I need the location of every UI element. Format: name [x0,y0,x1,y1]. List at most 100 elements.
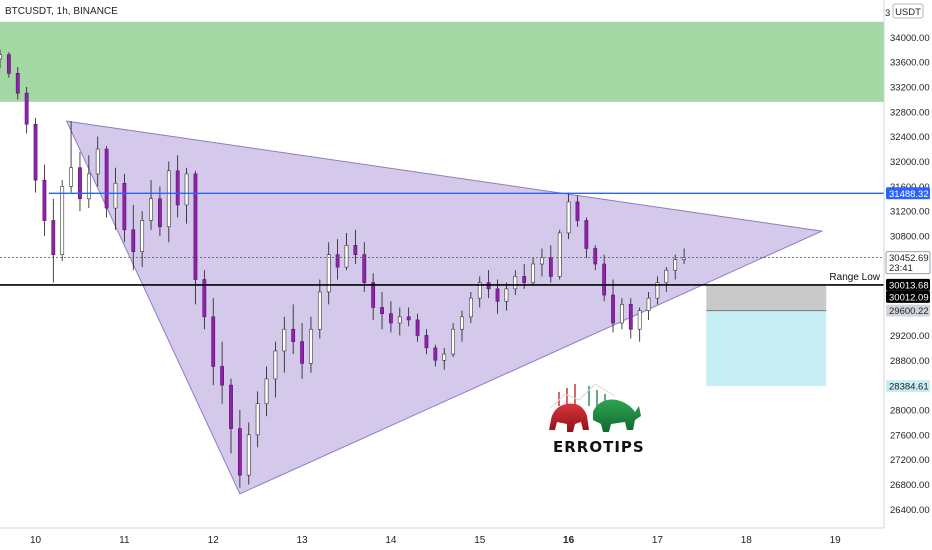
candle-body-down [122,182,127,231]
time-tick-label: 13 [297,535,309,546]
candle-body-down [300,341,304,364]
candle [158,186,162,237]
price-tick-label: 30800.00 [890,232,930,243]
candle [504,282,509,311]
candle-body-up [442,353,447,361]
candle-body-down [371,282,376,308]
candle-body-up [0,54,2,60]
candle [406,307,411,327]
candle-body-up [149,198,153,221]
candle [513,270,518,296]
candle [326,242,331,305]
currency-label[interactable]: USDT [895,7,921,18]
candle [95,136,100,187]
candle [60,180,65,261]
candle-body-up [246,434,251,476]
candle [628,298,633,339]
candle-body-up [344,245,349,268]
candle-body-down [353,245,358,255]
candle [264,366,269,417]
candle-body-down [220,366,225,386]
candle-body-up [557,232,562,277]
candle [131,204,136,271]
candle [0,49,2,69]
candle [202,270,207,330]
candle-body-down [628,304,633,330]
candle [584,217,589,258]
price-tick-label: 27600.00 [890,430,930,441]
price-badge-label: 29600.22 [889,306,929,317]
candle [548,245,553,283]
price-badge-label: 30013.68 [889,280,929,291]
candle [237,409,242,488]
candle-body-down [104,148,109,209]
time-axis[interactable]: 10 11 12 13 14 15 16 17 18 19 [0,527,932,550]
candle [353,229,358,264]
price-tick-label: 26800.00 [890,480,930,491]
candle [122,173,127,243]
candle-body-up [468,297,473,318]
candle-body-down [158,198,162,228]
candle [362,242,367,292]
candle [460,310,464,342]
candle-body-up [620,304,624,324]
price-tick-label: 28800.00 [890,356,930,367]
time-tick-label: 12 [208,535,220,546]
price-badge: 30012.09 [886,290,930,303]
candle-body-up [86,173,91,200]
price-tick-label: 34000.00 [890,33,930,44]
candle [655,276,660,305]
triangle-pattern [65,120,824,495]
candle [6,52,11,78]
candle [424,329,429,355]
currency-button[interactable] [892,3,924,19]
candle [415,313,420,342]
time-tick-label: 19 [830,535,842,546]
candle-body-down [593,248,598,265]
candle-body-down [237,428,242,476]
time-tick-label: 14 [385,535,397,546]
price-tick-label: 33600.00 [890,58,930,69]
position-target-zone [706,310,827,387]
time-tick-label: 18 [741,535,753,546]
candle [42,164,47,237]
candle [531,257,535,286]
candle-body-down [415,319,420,336]
candle-body-up [460,316,464,330]
candle-body-up [504,288,509,302]
candle [433,344,438,367]
candle [335,239,340,280]
price-tick-label: 31200.00 [890,207,930,218]
candle [149,180,153,230]
candle [175,155,180,218]
price-tick-label: 29200.00 [890,331,930,342]
candle [104,145,109,218]
candle-body-up [646,297,651,311]
time-tick-label: 15 [474,535,486,546]
logo-text: ERROTIPS [553,438,645,456]
candle [255,391,260,448]
candle-body-down [602,263,607,296]
candle-body-down [15,72,20,94]
candle-body-down [211,316,216,367]
candle [229,378,233,454]
candle [477,276,482,308]
price-badge-label: 30452.69 [889,253,929,264]
candle-body-up [317,291,322,330]
symbol-title: BTCUSDT, 1h, BINANCE [5,6,118,17]
candle-body-up [140,220,145,252]
price-badge: 30013.68 [886,278,930,291]
candle [646,291,651,320]
candle-body-up [166,170,171,228]
candle [317,279,322,339]
price-tick-label: 32800.00 [890,107,930,118]
time-tick-label: 10 [30,535,42,546]
candle-body-up [309,328,313,364]
candle-body-up [273,350,278,380]
candle-body-down [424,335,429,349]
price-tick-label: 33200.00 [890,82,930,93]
candle-body-down [380,307,384,314]
price-axis[interactable]: 3 USDT 34000.00 33600.00 33200.00 32800.00 3… [883,0,932,528]
